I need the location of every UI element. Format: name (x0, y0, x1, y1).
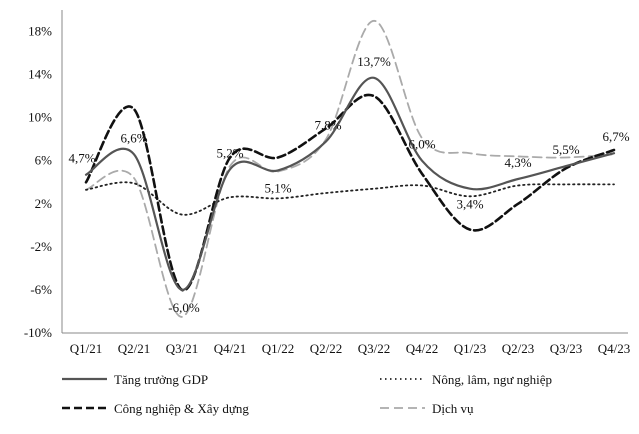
legend-label-gdp-growth: Tăng trưởng GDP (114, 372, 208, 387)
y-tick-labels: -10% -6% -2% 2% 6% 10% 14% 18% (24, 24, 52, 340)
y-tick-label: 10% (28, 110, 52, 125)
x-tick-label: Q3/23 (550, 341, 583, 356)
data-label: 4,3% (504, 155, 531, 170)
y-tick-label: -2% (30, 239, 52, 254)
legend-label-services: Dịch vụ (432, 401, 474, 416)
series-lines (84, 19, 616, 318)
series-line-services (85, 19, 615, 318)
y-tick-label: 6% (35, 153, 53, 168)
x-tick-label: Q2/22 (310, 341, 343, 356)
data-label: 7,8% (314, 117, 341, 132)
x-tick-label: Q1/23 (454, 341, 487, 356)
series-line-industry-construction (84, 93, 616, 292)
y-tick-label: -6% (30, 282, 52, 297)
x-tick-label: Q1/22 (262, 341, 295, 356)
data-label: 6,6% (120, 130, 147, 145)
x-tick-label: Q2/21 (118, 341, 151, 356)
data-label: -6,0% (168, 300, 200, 315)
data-label: 4,7% (68, 151, 95, 166)
axes-frame (61, 10, 628, 334)
data-label: 5,5% (552, 142, 579, 157)
y-tick-label: 18% (28, 24, 52, 39)
data-label: 5,2% (216, 145, 243, 160)
y-tick-label: -10% (24, 325, 52, 340)
data-label: 5,1% (264, 180, 291, 195)
x-tick-label: Q4/23 (598, 341, 631, 356)
series-line-agriculture (85, 181, 615, 216)
x-tick-labels: Q1/21 Q2/21 Q3/21 Q4/21 Q1/22 Q2/22 Q3/22 Q4/22… (70, 341, 631, 356)
legend-label-agriculture: Nông, lâm, ngư nghiệp (432, 372, 552, 387)
data-label: 3,4% (456, 197, 483, 212)
data-label: 6,0% (408, 137, 435, 152)
x-tick-label: Q3/22 (358, 341, 391, 356)
data-label: 6,7% (602, 129, 629, 144)
legend-label-industry-construction: Công nghiệp & Xây dựng (114, 401, 249, 416)
x-tick-label: Q4/21 (214, 341, 247, 356)
data-labels: 4,7% 6,6% -6,0% 5,2% 5,1% 7,8% 13,7% 6,0% 3,4% 4,… (68, 54, 629, 315)
x-tick-label: Q1/21 (70, 341, 103, 356)
series-line-gdp-growth (84, 76, 616, 291)
legend: Tăng trưởng GDP Công nghiệp & Xây dựng Nôn… (62, 372, 552, 416)
y-tick-label: 2% (35, 196, 53, 211)
x-tick-label: Q2/23 (502, 341, 535, 356)
data-label: 13,7% (357, 54, 391, 69)
x-tick-label: Q4/22 (406, 341, 439, 356)
y-tick-label: 14% (28, 67, 52, 82)
x-tick-label: Q3/21 (166, 341, 199, 356)
